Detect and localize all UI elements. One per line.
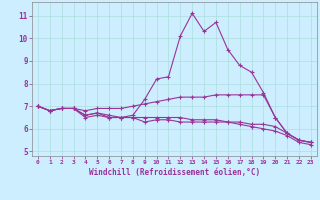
X-axis label: Windchill (Refroidissement éolien,°C): Windchill (Refroidissement éolien,°C) [89, 168, 260, 177]
